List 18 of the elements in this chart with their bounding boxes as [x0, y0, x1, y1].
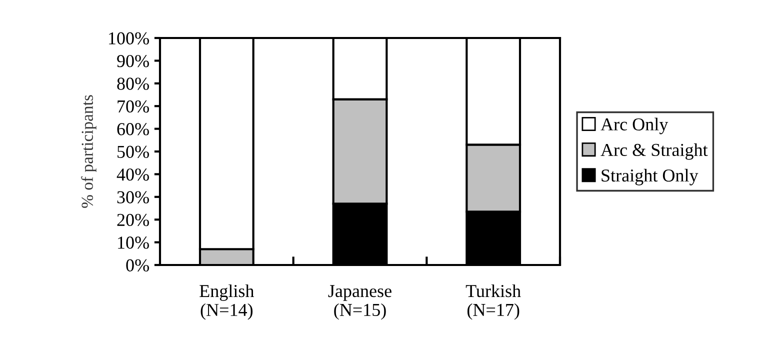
- y-tick-label: 20%: [117, 214, 149, 226]
- legend-label: Arc Only: [600, 118, 668, 134]
- x-tick-label: Turkish (N=17): [466, 284, 521, 320]
- x-tick-label: Japanese (N=15): [328, 285, 392, 320]
- y-tick-label: 0%: [126, 259, 149, 272]
- y-tick-label: 40%: [116, 168, 149, 181]
- y-tick-label: 60%: [117, 123, 149, 136]
- x-tick-label: English (N=14): [200, 284, 254, 320]
- y-tick-label: 10%: [118, 236, 149, 249]
- y-tick-label: 100%: [109, 32, 149, 44]
- y-tick-label: 30%: [117, 191, 149, 204]
- y-tick-label: 80%: [117, 78, 149, 90]
- y-tick-label: 90%: [117, 54, 149, 68]
- y-axis-title: % of participants: [81, 95, 96, 208]
- y-tick-label: 70%: [118, 100, 149, 113]
- legend-label: Straight Only: [602, 168, 698, 186]
- y-tick-label: 50%: [118, 146, 149, 158]
- legend-label: Arc & Straight: [600, 143, 708, 160]
